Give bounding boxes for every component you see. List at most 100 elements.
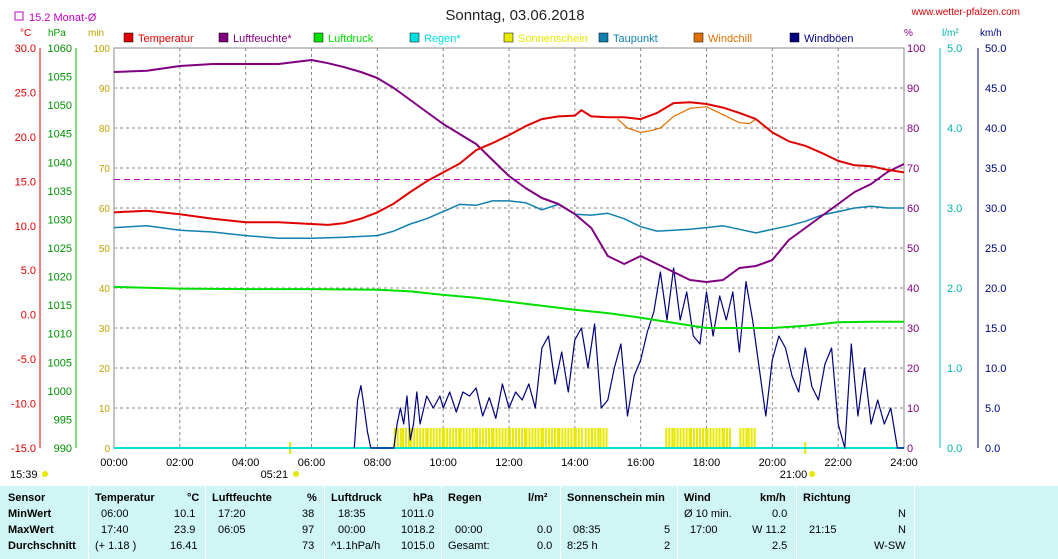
x-tick: 16:00 bbox=[627, 457, 655, 469]
sunshine-bar bbox=[728, 428, 731, 448]
sunshine-bar bbox=[537, 428, 540, 448]
sunshine-bar bbox=[544, 428, 547, 448]
x-tick: 12:00 bbox=[495, 457, 523, 469]
header-sonnenschein: Sonnenschein min bbox=[567, 492, 665, 504]
header-luftfeuchte-unit: % bbox=[307, 492, 317, 504]
sunshine-bar bbox=[479, 428, 482, 448]
sunshine-bar bbox=[399, 428, 402, 448]
header-luftdruck: Luftdruck bbox=[331, 492, 382, 504]
sun-avg-value: 2 bbox=[664, 540, 671, 552]
temp-tick: 20.0 bbox=[15, 132, 36, 144]
sunshine-bar bbox=[676, 428, 679, 448]
wind-avg-value: 2.5 bbox=[772, 540, 788, 552]
sunshine-bar bbox=[745, 428, 748, 448]
wind-min-value: 0.0 bbox=[772, 508, 788, 520]
wind-tick: 30.0 bbox=[985, 203, 1006, 215]
pres-min-value: 1011.0 bbox=[401, 508, 434, 520]
legend-label-6: Windchill bbox=[708, 33, 752, 45]
minutes-tick: 100 bbox=[93, 44, 110, 55]
sunshine-bar bbox=[747, 428, 750, 448]
sunshine-bar bbox=[435, 428, 438, 448]
wind-tick: 5.0 bbox=[985, 403, 1000, 415]
rain-total-label: Gesamt: bbox=[448, 540, 490, 552]
sunshine-bar bbox=[671, 428, 674, 448]
x-tick: 00:00 bbox=[100, 457, 128, 469]
sunshine-bar bbox=[524, 428, 526, 448]
pressure-tick: 1020 bbox=[48, 272, 72, 284]
unit-pressure: hPa bbox=[48, 28, 66, 39]
sun-max-time: 08:35 bbox=[573, 524, 601, 536]
minutes-tick: 10 bbox=[99, 404, 111, 415]
sunshine-bar bbox=[534, 428, 537, 448]
pressure-tick: 1010 bbox=[48, 329, 72, 341]
sunshine-bar bbox=[715, 428, 718, 448]
pressure-tick: 1030 bbox=[48, 214, 72, 226]
sunshine-bar bbox=[553, 428, 556, 448]
unit-temp: °C bbox=[20, 28, 31, 39]
wind-max-value: W 11.2 bbox=[752, 524, 787, 536]
sunshine-bar bbox=[706, 428, 709, 448]
wind-tick: 20.0 bbox=[985, 283, 1006, 295]
sunshine-bar bbox=[455, 428, 458, 448]
row-label: MinWert bbox=[8, 508, 52, 520]
minutes-tick: 0 bbox=[104, 444, 110, 455]
wind-min-label: Ø 10 min. bbox=[684, 508, 732, 520]
hum-min-time: 17:20 bbox=[218, 508, 246, 520]
header-sensor: Sensor bbox=[8, 492, 46, 504]
temp-tick: 30.0 bbox=[15, 43, 36, 55]
hum-max-time: 06:05 bbox=[218, 524, 246, 536]
rain-tick: 1.0 bbox=[947, 363, 962, 375]
sunshine-bar bbox=[750, 428, 753, 448]
humidity-tick: 20 bbox=[907, 363, 919, 375]
sunset-dot bbox=[809, 471, 816, 477]
dir-max-time: 21:15 bbox=[809, 524, 837, 536]
unit-humidity: % bbox=[904, 28, 913, 39]
sunshine-bar bbox=[693, 428, 696, 448]
dir-avg-value: W-SW bbox=[874, 540, 906, 552]
x-tick: 18:00 bbox=[693, 457, 721, 469]
series-windchill bbox=[617, 106, 757, 133]
legend-swatch-2 bbox=[313, 32, 324, 43]
minutes-tick: 70 bbox=[99, 164, 111, 175]
sunshine-bar bbox=[408, 428, 411, 448]
sunshine-bar bbox=[452, 428, 455, 448]
unit-wind: km/h bbox=[980, 28, 1002, 39]
sunshine-bar bbox=[462, 428, 465, 448]
series-windboeen bbox=[353, 267, 904, 449]
sunshine-bar bbox=[446, 428, 449, 448]
sunshine-bar bbox=[722, 428, 725, 448]
x-tick: 20:00 bbox=[759, 457, 787, 469]
rain-tick: 4.0 bbox=[947, 123, 962, 135]
pressure-tick: 1005 bbox=[48, 357, 72, 369]
sunshine-bar bbox=[709, 428, 712, 448]
x-tick: 14:00 bbox=[561, 457, 589, 469]
row-label: MaxWert bbox=[8, 524, 54, 536]
sunshine-bar bbox=[682, 428, 685, 448]
legend-swatch-3 bbox=[409, 32, 420, 43]
sunshine-bar bbox=[458, 428, 461, 448]
sunshine-bar bbox=[712, 428, 715, 448]
header-regen-unit: l/m² bbox=[528, 492, 548, 504]
sunshine-bar bbox=[509, 428, 511, 448]
sunshine-bar bbox=[718, 428, 721, 448]
sunshine-bar bbox=[597, 428, 600, 448]
sunshine-bar bbox=[580, 428, 583, 448]
sunshine-bar bbox=[474, 428, 477, 448]
sunshine-bar bbox=[512, 428, 514, 448]
sunshine-bar bbox=[558, 428, 561, 448]
wind-tick: 10.0 bbox=[985, 363, 1006, 375]
sunshine-bar bbox=[567, 428, 570, 448]
sunshine-bar bbox=[405, 428, 408, 448]
row-label: Durchschnitt bbox=[8, 540, 76, 552]
minutes-tick: 80 bbox=[99, 124, 111, 135]
temp-tick: 15.0 bbox=[15, 176, 36, 188]
pressure-tick: 1025 bbox=[48, 243, 72, 255]
minutes-tick: 40 bbox=[99, 284, 111, 295]
temp-avg-value: 16.41 bbox=[170, 540, 198, 552]
sunshine-bar bbox=[492, 428, 495, 448]
sunshine-bar bbox=[564, 428, 567, 448]
sunshine-bar bbox=[504, 428, 507, 448]
sunshine-bar bbox=[485, 428, 488, 448]
sunshine-bar bbox=[507, 428, 510, 448]
sunshine-bar bbox=[541, 428, 544, 448]
